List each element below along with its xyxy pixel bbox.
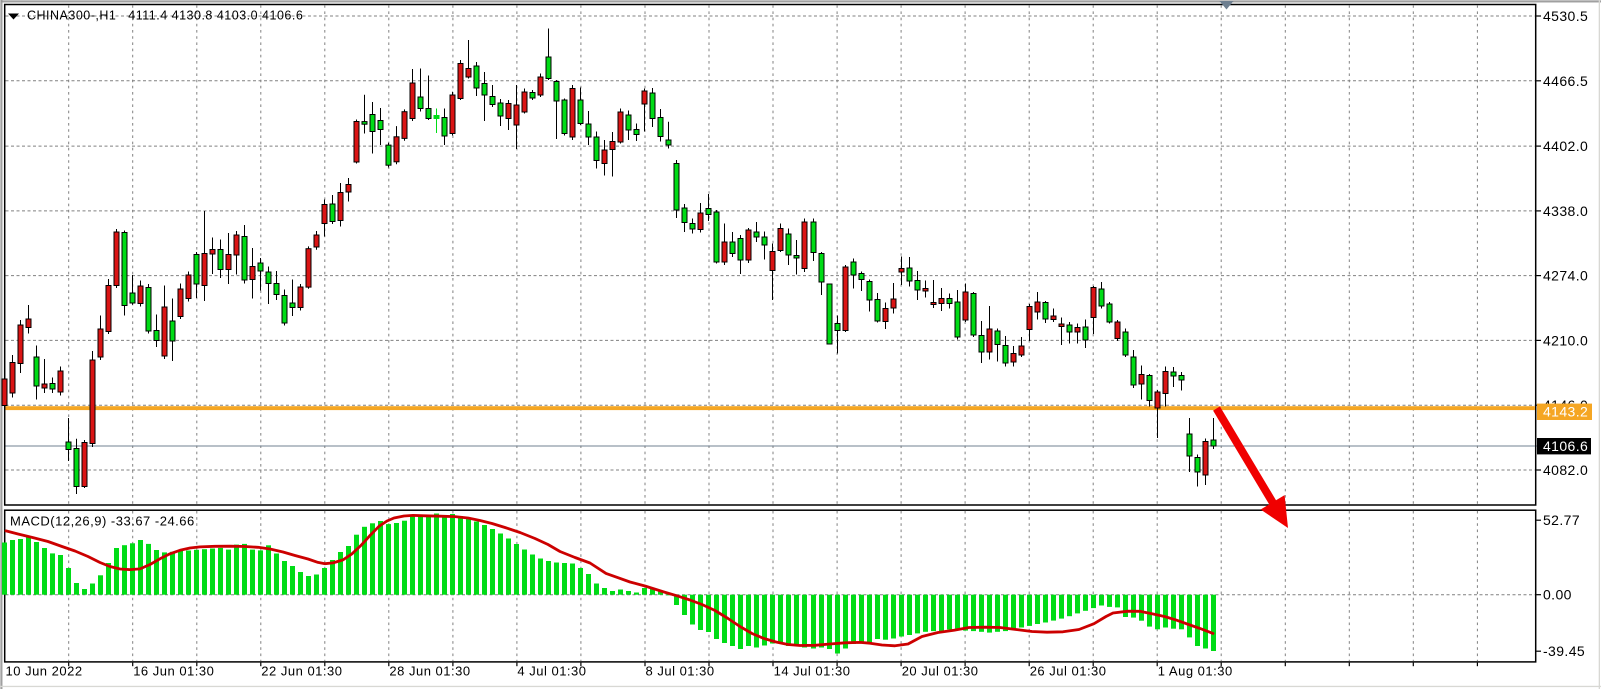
svg-text:CHINA300-,H1 4111.4 4130.8 4: CHINA300-,H1 4111.4 4130.8 4103.0 4106.6 bbox=[27, 9, 303, 23]
svg-text:22 Jun 01:30: 22 Jun 01:30 bbox=[261, 664, 342, 679]
svg-text:14 Jul 01:30: 14 Jul 01:30 bbox=[774, 664, 851, 679]
svg-text:52.77: 52.77 bbox=[1543, 512, 1580, 528]
svg-text:MACD(12,26,9) -33.67 -24.66: MACD(12,26,9) -33.67 -24.66 bbox=[10, 514, 195, 529]
svg-text:8 Jul 01:30: 8 Jul 01:30 bbox=[646, 664, 715, 679]
svg-text:0.00: 0.00 bbox=[1543, 587, 1572, 603]
svg-text:26 Jul 01:30: 26 Jul 01:30 bbox=[1030, 664, 1107, 679]
svg-text:4143.2: 4143.2 bbox=[1543, 404, 1588, 420]
svg-text:10 Jun 2022: 10 Jun 2022 bbox=[6, 664, 83, 679]
svg-text:-39.45: -39.45 bbox=[1543, 643, 1585, 659]
svg-text:4338.0: 4338.0 bbox=[1543, 203, 1588, 219]
svg-text:1 Aug 01:30: 1 Aug 01:30 bbox=[1158, 664, 1233, 679]
svg-text:4530.5: 4530.5 bbox=[1543, 8, 1588, 24]
svg-text:4274.0: 4274.0 bbox=[1543, 268, 1588, 284]
svg-text:4 Jul 01:30: 4 Jul 01:30 bbox=[517, 664, 586, 679]
svg-text:20 Jul 01:30: 20 Jul 01:30 bbox=[902, 664, 979, 679]
svg-text:4106.6: 4106.6 bbox=[1543, 438, 1588, 454]
svg-text:4210.0: 4210.0 bbox=[1543, 332, 1588, 348]
svg-text:4402.0: 4402.0 bbox=[1543, 138, 1588, 154]
svg-text:4082.0: 4082.0 bbox=[1543, 462, 1588, 478]
svg-text:4466.5: 4466.5 bbox=[1543, 73, 1588, 89]
svg-text:16 Jun 01:30: 16 Jun 01:30 bbox=[133, 664, 214, 679]
svg-text:28 Jun 01:30: 28 Jun 01:30 bbox=[389, 664, 470, 679]
